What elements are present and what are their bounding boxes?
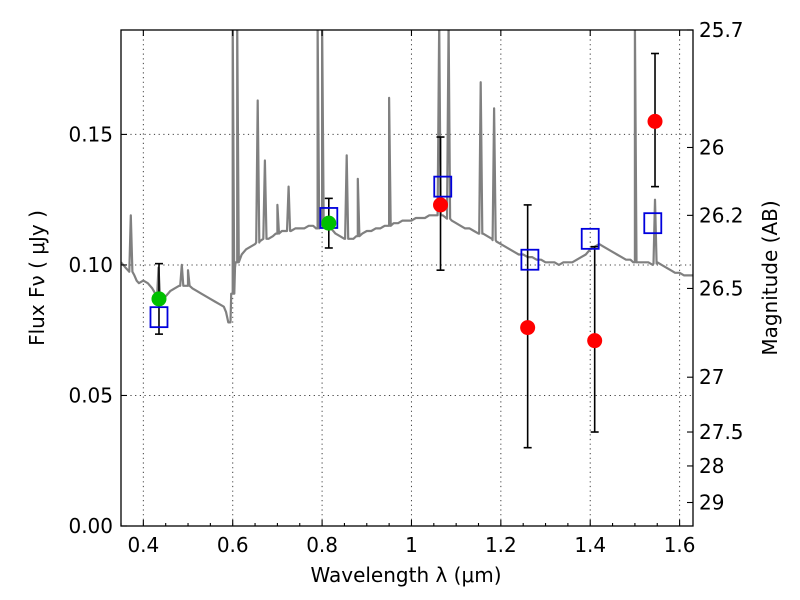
model-photometry-square (149, 306, 169, 329)
y2-tick-label: 26 (699, 135, 724, 159)
x-tick-label: 1 (405, 533, 418, 557)
y2-tick-label: 25.7 (699, 18, 744, 42)
y2-axis-label: Magnitude (AB) (758, 200, 782, 355)
model-photometry-square (580, 227, 600, 250)
x-tick-label: 0.4 (127, 533, 159, 557)
y-tick-label: 0.00 (68, 514, 113, 538)
y-tick-label: 0.10 (68, 253, 113, 277)
y-axis: 0.00 0.05 0.10 0.15 (68, 122, 127, 538)
x-tick-label: 1.6 (664, 533, 696, 557)
model-photometry-square (643, 212, 663, 235)
optical-data-point (321, 215, 337, 231)
error-bars (154, 52, 660, 449)
model-spectrum (121, 30, 693, 324)
y2-tick-label: 26.2 (699, 203, 744, 227)
y2-tick-label: 27.5 (699, 420, 744, 444)
nir-data-point (520, 320, 536, 336)
model-photometry-square (433, 175, 453, 198)
y2-tick-label: 28 (699, 454, 724, 478)
y-tick-label: 0.15 (68, 122, 113, 146)
y2-tick-label: 26.5 (699, 276, 744, 300)
nir-data-point (647, 113, 663, 129)
x-tick-label: 1.2 (485, 533, 517, 557)
nir-data-point (587, 333, 603, 349)
x-tick-label: 0.8 (306, 533, 338, 557)
model-photometry-square (520, 248, 540, 271)
model-spectrum-line (121, 30, 693, 324)
y2-axis: 25.7 26 26.2 26.5 27 27.5 28 29 (687, 18, 744, 515)
y-axis-label: Flux Fν ( μJy ) (25, 210, 49, 346)
nir-data-point (433, 197, 449, 213)
y2-tick-label: 29 (699, 491, 724, 515)
x-tick-label: 0.6 (217, 533, 249, 557)
plot-frame (120, 29, 694, 527)
optical-data-point (151, 291, 167, 307)
data-points (149, 113, 663, 349)
x-axis-label: Wavelength λ (μm) (310, 563, 501, 587)
grid-lines (121, 30, 693, 526)
x-tick-label: 1.4 (574, 533, 606, 557)
x-axis: 0.4 0.6 0.8 1 1.2 1.4 1.6 (120, 30, 696, 557)
y-tick-label: 0.05 (68, 383, 113, 407)
y2-tick-label: 27 (699, 365, 724, 389)
